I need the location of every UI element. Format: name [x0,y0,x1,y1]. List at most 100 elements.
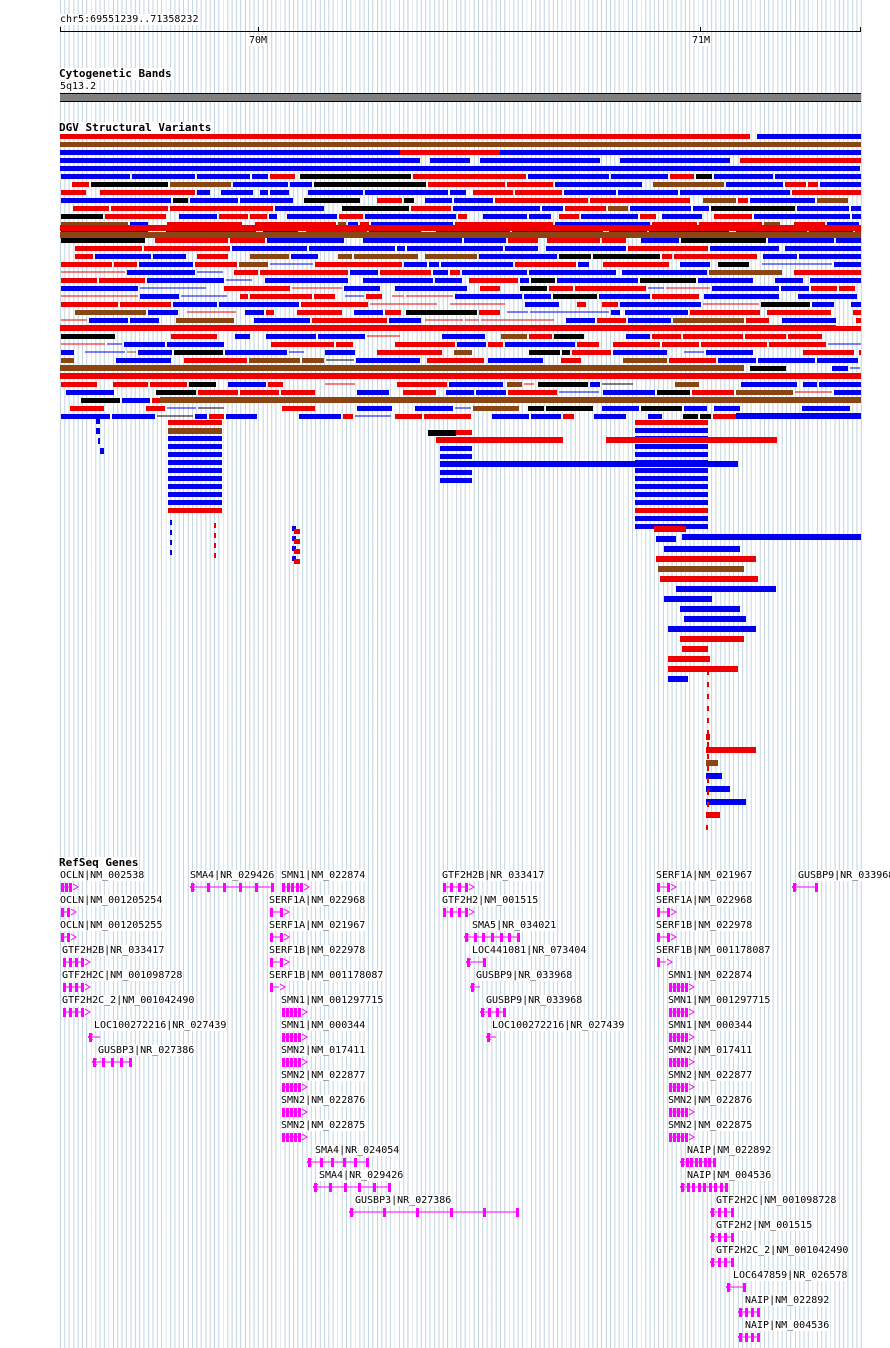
sv-bar[interactable] [354,310,383,315]
sv-bar[interactable] [265,278,348,283]
gene-model-glyph[interactable] [726,1282,754,1294]
sv-bar[interactable] [602,238,626,243]
sv-bar[interactable] [635,468,708,473]
sv-bar[interactable] [255,222,336,227]
refseq-gene[interactable]: GTF2H2B|NR_033417 [0,870,890,894]
sv-bar[interactable] [325,350,355,355]
refseq-gene[interactable]: SERF1A|NM_021967 [0,870,890,894]
sv-bar[interactable] [565,206,606,211]
sv-bar[interactable] [228,382,266,387]
sv-bar[interactable] [168,468,222,473]
sv-bar[interactable] [427,358,484,363]
sv-bar[interactable] [458,214,467,219]
sv-bar[interactable] [130,318,159,323]
sv-bar[interactable] [635,492,708,497]
sv-bar[interactable] [626,334,650,339]
sv-bar[interactable] [357,406,392,411]
refseq-gene[interactable]: SMN2|NM_022877 [0,1070,890,1094]
sv-bar[interactable] [648,414,662,419]
sv-bar[interactable] [292,526,296,531]
sv-bar[interactable] [270,174,295,179]
sv-bar[interactable] [174,350,223,355]
refseq-gene[interactable]: SMN2|NM_017411 [0,1045,890,1069]
gene-model-glyph[interactable] [464,932,528,944]
sv-bar[interactable] [275,206,324,211]
gene-model-glyph[interactable] [486,1032,504,1044]
sv-bar[interactable] [581,214,638,219]
sv-bar[interactable] [554,334,584,339]
sv-bar[interactable] [810,278,861,283]
sv-bar[interactable] [397,382,447,387]
sv-bar[interactable] [763,254,797,259]
sv-bar[interactable] [60,134,740,139]
gene-model-glyph[interactable] [307,1157,377,1169]
sv-bar[interactable] [602,302,618,307]
refseq-gene[interactable]: GTF2H2C|NM_001098728 [0,1195,890,1219]
refseq-gene[interactable]: OCLN|NM_001205255 [0,920,890,944]
refseq-gene[interactable]: SERF1A|NM_021967 [0,920,890,944]
sv-bar[interactable] [684,406,707,411]
sv-bar[interactable] [168,484,222,489]
sv-bar[interactable] [167,342,224,347]
sv-bar[interactable] [266,310,274,315]
sv-bar[interactable] [577,342,599,347]
sv-bar[interactable] [146,406,165,411]
sv-bar[interactable] [593,254,660,259]
sv-bar[interactable] [168,508,222,513]
sv-bar[interactable] [781,286,809,291]
sv-bar[interactable] [740,134,750,139]
gene-model-glyph[interactable] [281,1132,309,1144]
gene-model-glyph[interactable] [281,1057,309,1069]
sv-bar[interactable] [706,350,753,355]
sv-bar[interactable] [603,262,669,267]
sv-bar[interactable] [233,182,288,187]
sv-bar[interactable] [658,566,744,572]
sv-bar[interactable] [469,278,518,283]
sv-bar[interactable] [267,238,344,243]
refseq-gene[interactable]: GUSBP9|NR_033968 [0,995,890,1019]
sv-bar[interactable] [767,310,831,315]
sv-bar[interactable] [168,492,222,497]
sv-bar[interactable] [250,294,312,299]
sv-bar[interactable] [520,278,529,283]
sv-bar[interactable] [559,254,591,259]
sv-bar[interactable] [507,382,522,387]
sv-bar[interactable] [312,318,387,323]
refseq-gene[interactable]: SERF1A|NM_022968 [0,895,890,919]
sv-bar[interactable] [693,206,709,211]
sv-bar[interactable] [357,390,389,395]
refseq-gene[interactable]: SERF1B|NM_022978 [0,920,890,944]
sv-bar[interactable] [89,318,128,323]
sv-bar[interactable] [100,448,104,454]
sv-bar[interactable] [706,734,710,740]
sv-bar[interactable] [812,302,834,307]
refseq-gene[interactable]: GUSBP9|NR_033968 [0,870,890,894]
refseq-gene[interactable]: GUSBP3|NR_027386 [0,1045,890,1069]
gene-model-glyph[interactable] [668,1107,696,1119]
refseq-gene[interactable]: OCLN|NM_002538 [0,870,890,894]
sv-bar[interactable] [707,790,709,795]
refseq-track-title[interactable]: RefSeq Genes [59,856,139,869]
sv-bar[interactable] [488,342,503,347]
sv-bar[interactable] [315,262,402,267]
sv-bar[interactable] [221,190,253,195]
sv-bar[interactable] [105,214,166,219]
sv-bar[interactable] [515,190,562,195]
sv-bar[interactable] [635,452,708,457]
sv-bar[interactable] [404,262,427,267]
sv-bar[interactable] [114,262,137,267]
sv-bar[interactable] [168,420,222,425]
sv-bar[interactable] [260,190,268,195]
sv-bar[interactable] [61,334,115,339]
sv-bar[interactable] [127,270,195,275]
sv-bar[interactable] [768,238,834,243]
sv-bar[interactable] [61,238,145,243]
sv-bar[interactable] [546,246,626,251]
sv-bar[interactable] [60,232,861,238]
sv-bar[interactable] [268,382,283,387]
sv-bar[interactable] [799,254,861,259]
sv-bar[interactable] [606,437,777,443]
sv-bar[interactable] [785,182,806,187]
sv-bar[interactable] [397,246,405,251]
sv-bar[interactable] [116,358,171,363]
